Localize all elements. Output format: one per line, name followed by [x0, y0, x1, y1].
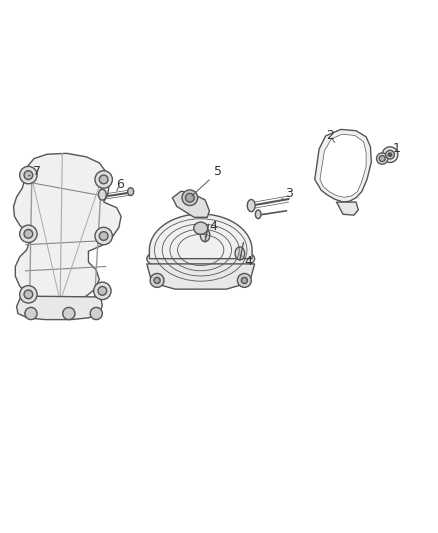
Polygon shape [14, 154, 121, 302]
Circle shape [24, 171, 33, 180]
Circle shape [185, 193, 194, 202]
Text: 6: 6 [116, 178, 124, 191]
Circle shape [98, 287, 107, 295]
Circle shape [154, 277, 160, 284]
Polygon shape [320, 134, 366, 197]
Polygon shape [173, 191, 209, 217]
Circle shape [241, 277, 247, 284]
Ellipse shape [127, 188, 134, 196]
Circle shape [389, 153, 392, 156]
Ellipse shape [255, 210, 261, 219]
Polygon shape [315, 130, 371, 202]
Circle shape [95, 171, 113, 188]
Circle shape [94, 282, 111, 300]
Circle shape [24, 230, 33, 238]
Circle shape [377, 153, 388, 164]
Circle shape [99, 175, 108, 184]
Circle shape [24, 290, 33, 298]
Circle shape [25, 308, 37, 320]
Polygon shape [149, 214, 252, 259]
Ellipse shape [147, 245, 254, 273]
Text: 5: 5 [192, 165, 222, 196]
Polygon shape [17, 296, 102, 320]
Circle shape [99, 232, 108, 240]
Circle shape [382, 147, 398, 163]
Ellipse shape [99, 189, 106, 200]
Polygon shape [147, 264, 254, 289]
Circle shape [90, 308, 102, 320]
Ellipse shape [200, 229, 210, 241]
Text: 4: 4 [205, 220, 217, 237]
Circle shape [386, 150, 394, 159]
Circle shape [20, 166, 37, 184]
Circle shape [182, 190, 198, 206]
Text: 4: 4 [240, 255, 253, 268]
Circle shape [379, 156, 385, 161]
Ellipse shape [247, 199, 255, 212]
Text: 3: 3 [282, 187, 293, 200]
Circle shape [95, 228, 113, 245]
Circle shape [150, 273, 164, 287]
Text: 1: 1 [388, 142, 400, 156]
Ellipse shape [235, 247, 245, 260]
Circle shape [63, 308, 75, 320]
Polygon shape [336, 202, 358, 215]
Circle shape [20, 286, 37, 303]
Text: 2: 2 [326, 130, 335, 142]
Text: 7: 7 [28, 165, 41, 178]
Circle shape [237, 273, 251, 287]
Circle shape [20, 225, 37, 243]
Ellipse shape [194, 222, 208, 235]
